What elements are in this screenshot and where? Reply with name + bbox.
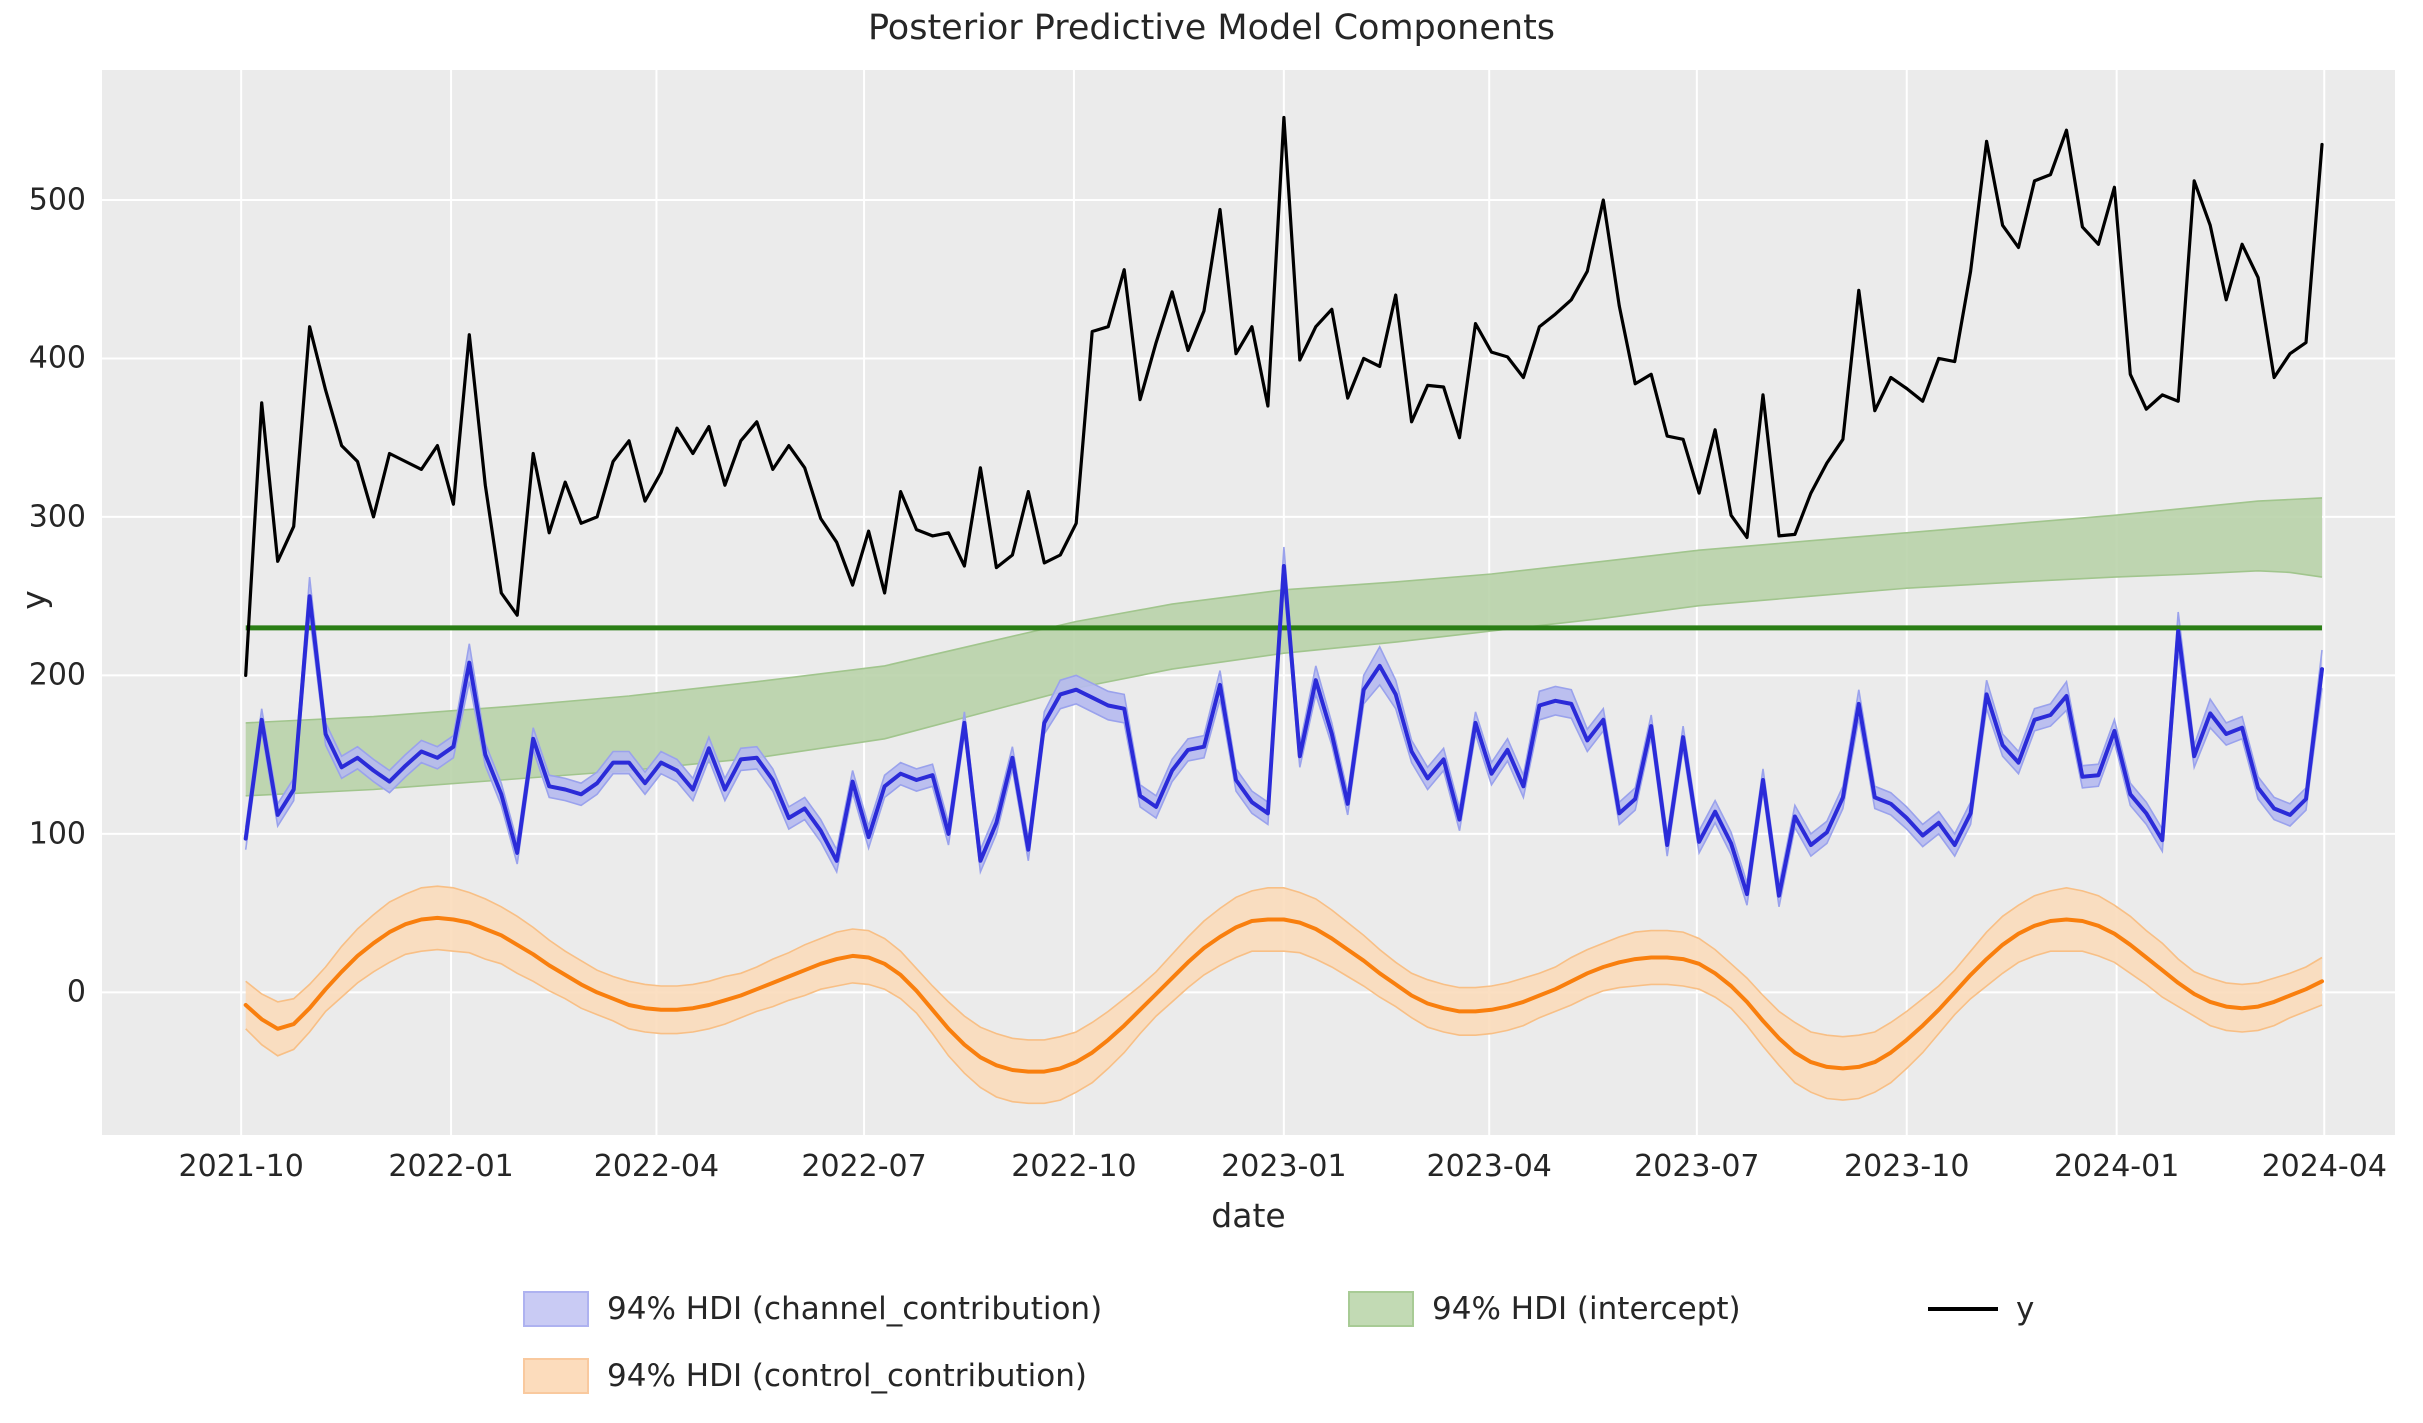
y-tick-label: 400 (28, 340, 86, 376)
x-axis-label: date (1211, 1196, 1286, 1235)
x-tick-label: 2022-07 (801, 1149, 927, 1184)
y-axis-label: y (14, 590, 53, 610)
y-tick-label: 200 (28, 657, 86, 693)
x-tick-label: 2023-04 (1426, 1149, 1552, 1184)
legend-item-y: y (1928, 1291, 2034, 1327)
x-tick-label: 2024-04 (2261, 1149, 2387, 1184)
intercept-hdi-band-upper-edge (245, 497, 2323, 724)
y-tick-label: 300 (28, 499, 86, 535)
x-tick-label: 2023-07 (1634, 1149, 1760, 1184)
x-tick-label: 2024-01 (2053, 1149, 2180, 1184)
legend-label: 94% HDI (channel_contribution) (607, 1291, 1103, 1327)
y-line-swatch (1928, 1307, 1998, 1311)
legend-item-control-hdi: 94% HDI (control_contribution) (523, 1358, 1087, 1394)
control-mean-line (243, 915, 2324, 1074)
x-tick-label: 2022-01 (388, 1149, 514, 1184)
y-tick-label: 100 (28, 816, 86, 852)
y-tick-label: 0 (66, 974, 86, 1010)
control-hdi-band-lower-edge (245, 948, 2323, 1105)
legend-item-intercept-hdi: 94% HDI (intercept) (1348, 1291, 1741, 1327)
legend-label: 94% HDI (control_contribution) (607, 1358, 1087, 1394)
y-tick-label: 500 (28, 182, 86, 218)
legend-label: 94% HDI (intercept) (1432, 1291, 1741, 1327)
intercept-hdi-band (245, 497, 2323, 796)
chart-canvas (102, 70, 2395, 1135)
control-hdi-band-upper-edge (245, 885, 2323, 1041)
channel-mean-line (243, 564, 2324, 898)
x-tick-label: 2022-10 (1011, 1149, 1137, 1184)
control-hdi-band (245, 886, 2323, 1104)
x-tick-label: 2021-10 (178, 1149, 304, 1184)
y-observed-line (244, 115, 2324, 678)
channel-hdi-swatch (523, 1291, 589, 1327)
intercept-hdi-band-lower-edge (245, 569, 2323, 797)
x-tick-label: 2023-01 (1221, 1149, 1347, 1184)
control-hdi-swatch (523, 1358, 589, 1394)
intercept-hdi-swatch (1348, 1291, 1414, 1327)
chart-title: Posterior Predictive Model Components (867, 8, 1556, 48)
plot-area (102, 70, 2395, 1135)
x-tick-label: 2022-04 (593, 1149, 720, 1184)
x-tick-label: 2023-10 (1844, 1149, 1970, 1184)
legend-item-channel-hdi: 94% HDI (channel_contribution) (523, 1291, 1102, 1327)
legend-label: y (2016, 1291, 2035, 1327)
